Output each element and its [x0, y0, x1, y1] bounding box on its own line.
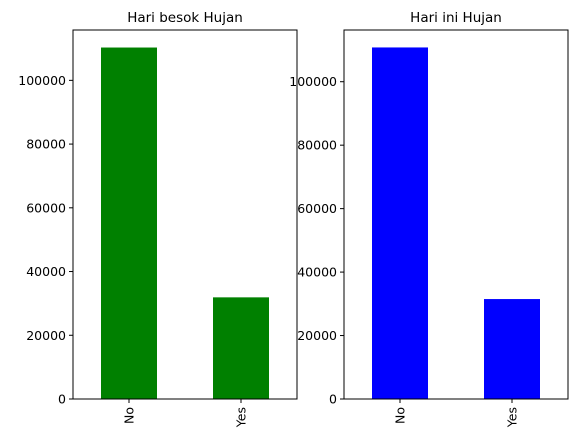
y-tick-label: 80000: [26, 137, 66, 152]
bar-no: [372, 47, 428, 399]
y-tick-label: 20000: [26, 328, 66, 343]
y-tick-label: 40000: [26, 264, 66, 279]
y-tick-label: 20000: [297, 328, 337, 343]
y-tick-label: 100000: [289, 74, 337, 89]
y-tick-label: 0: [329, 392, 337, 407]
y-tick-label: 80000: [297, 138, 337, 153]
x-tick-label: Yes: [505, 407, 520, 428]
x-tick-label: Yes: [234, 407, 249, 428]
bar-no: [101, 48, 157, 399]
y-tick-label: 60000: [26, 200, 66, 215]
y-tick-label: 40000: [297, 265, 337, 280]
y-tick-label: 60000: [297, 201, 337, 216]
bar-yes: [213, 297, 269, 399]
right-chart-panel: Hari ini Hujan 0 20000 40000 60000 80000 1000…: [289, 10, 568, 428]
y-tick-label: 100000: [18, 73, 66, 88]
left-chart-panel: Hari besok Hujan 0 20000 40000 60000 80000 10…: [18, 10, 297, 428]
bar-yes: [484, 299, 540, 399]
y-tick-label: 0: [58, 392, 66, 407]
chart-title: Hari ini Hujan: [410, 10, 502, 26]
x-tick-label: No: [122, 407, 137, 424]
chart-title: Hari besok Hujan: [127, 10, 243, 26]
x-tick-label: No: [393, 407, 408, 424]
